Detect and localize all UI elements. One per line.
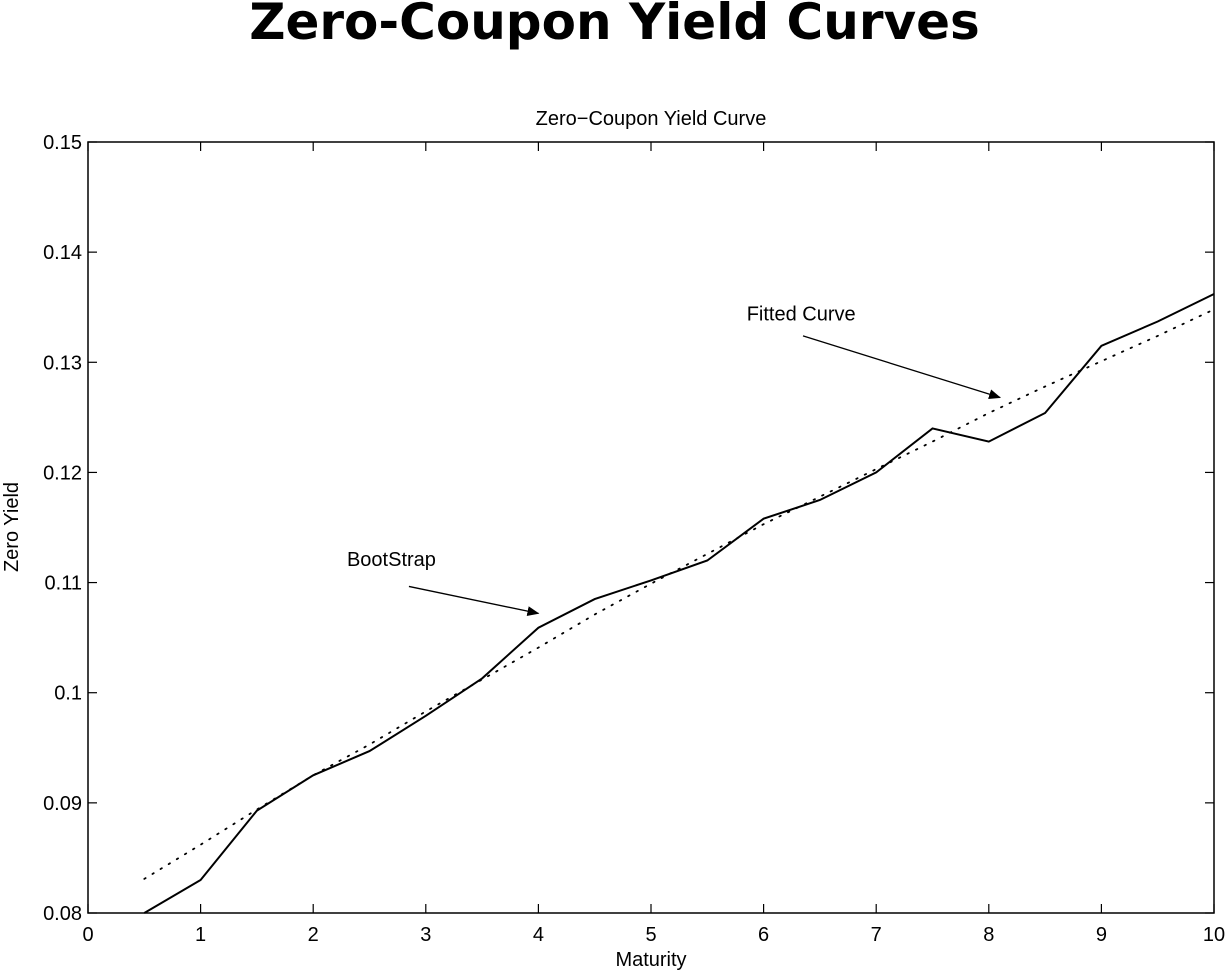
annotation-label: BootStrap (347, 549, 436, 571)
x-tick-label: 9 (1096, 924, 1107, 946)
x-tick-label: 8 (983, 924, 994, 946)
x-tick-label: 10 (1203, 924, 1225, 946)
x-tick-label: 2 (308, 924, 319, 946)
y-tick-label: 0.12 (43, 462, 82, 484)
y-axis-label: Zero Yield (1, 482, 23, 572)
y-tick-label: 0.11 (45, 573, 82, 595)
x-tick-label: 0 (82, 924, 93, 946)
annotation-arrow (408, 585, 540, 617)
y-tick-label: 0.13 (43, 352, 82, 374)
y-tick-label: 0.1 (54, 683, 82, 705)
x-axis-label: Maturity (615, 949, 686, 971)
annotation-arrow (802, 335, 1002, 400)
series-layer (143, 293, 1215, 914)
y-tick-label: 0.09 (43, 793, 82, 815)
x-tick-label: 6 (758, 924, 769, 946)
page-title: Zero-Coupon Yield Curves (249, 0, 980, 51)
x-tick-label: 7 (871, 924, 882, 946)
plot-area-frame (87, 141, 1215, 914)
fitted-curve-line (143, 308, 1215, 880)
x-tick-label: 5 (645, 924, 656, 946)
y-tick-label: 0.08 (43, 903, 82, 925)
annotation-layer: BootStrap Fitted Curve (347, 303, 1002, 617)
x-tick-label: 3 (420, 924, 431, 946)
annotation-label: Fitted Curve (747, 303, 856, 325)
bootstrap-line (143, 293, 1215, 914)
y-tick-label: 0.15 (43, 132, 82, 154)
x-axis: 0 1 2 3 4 5 6 7 8 9 10 (82, 142, 1225, 946)
x-tick-label: 1 (195, 924, 206, 946)
chart-title: Zero−Coupon Yield Curve (536, 108, 767, 130)
y-axis: 0.08 0.09 0.1 0.11 0.12 0.13 0.14 0.15 (43, 132, 1214, 925)
x-tick-label: 4 (533, 924, 544, 946)
y-tick-label: 0.14 (43, 242, 82, 264)
